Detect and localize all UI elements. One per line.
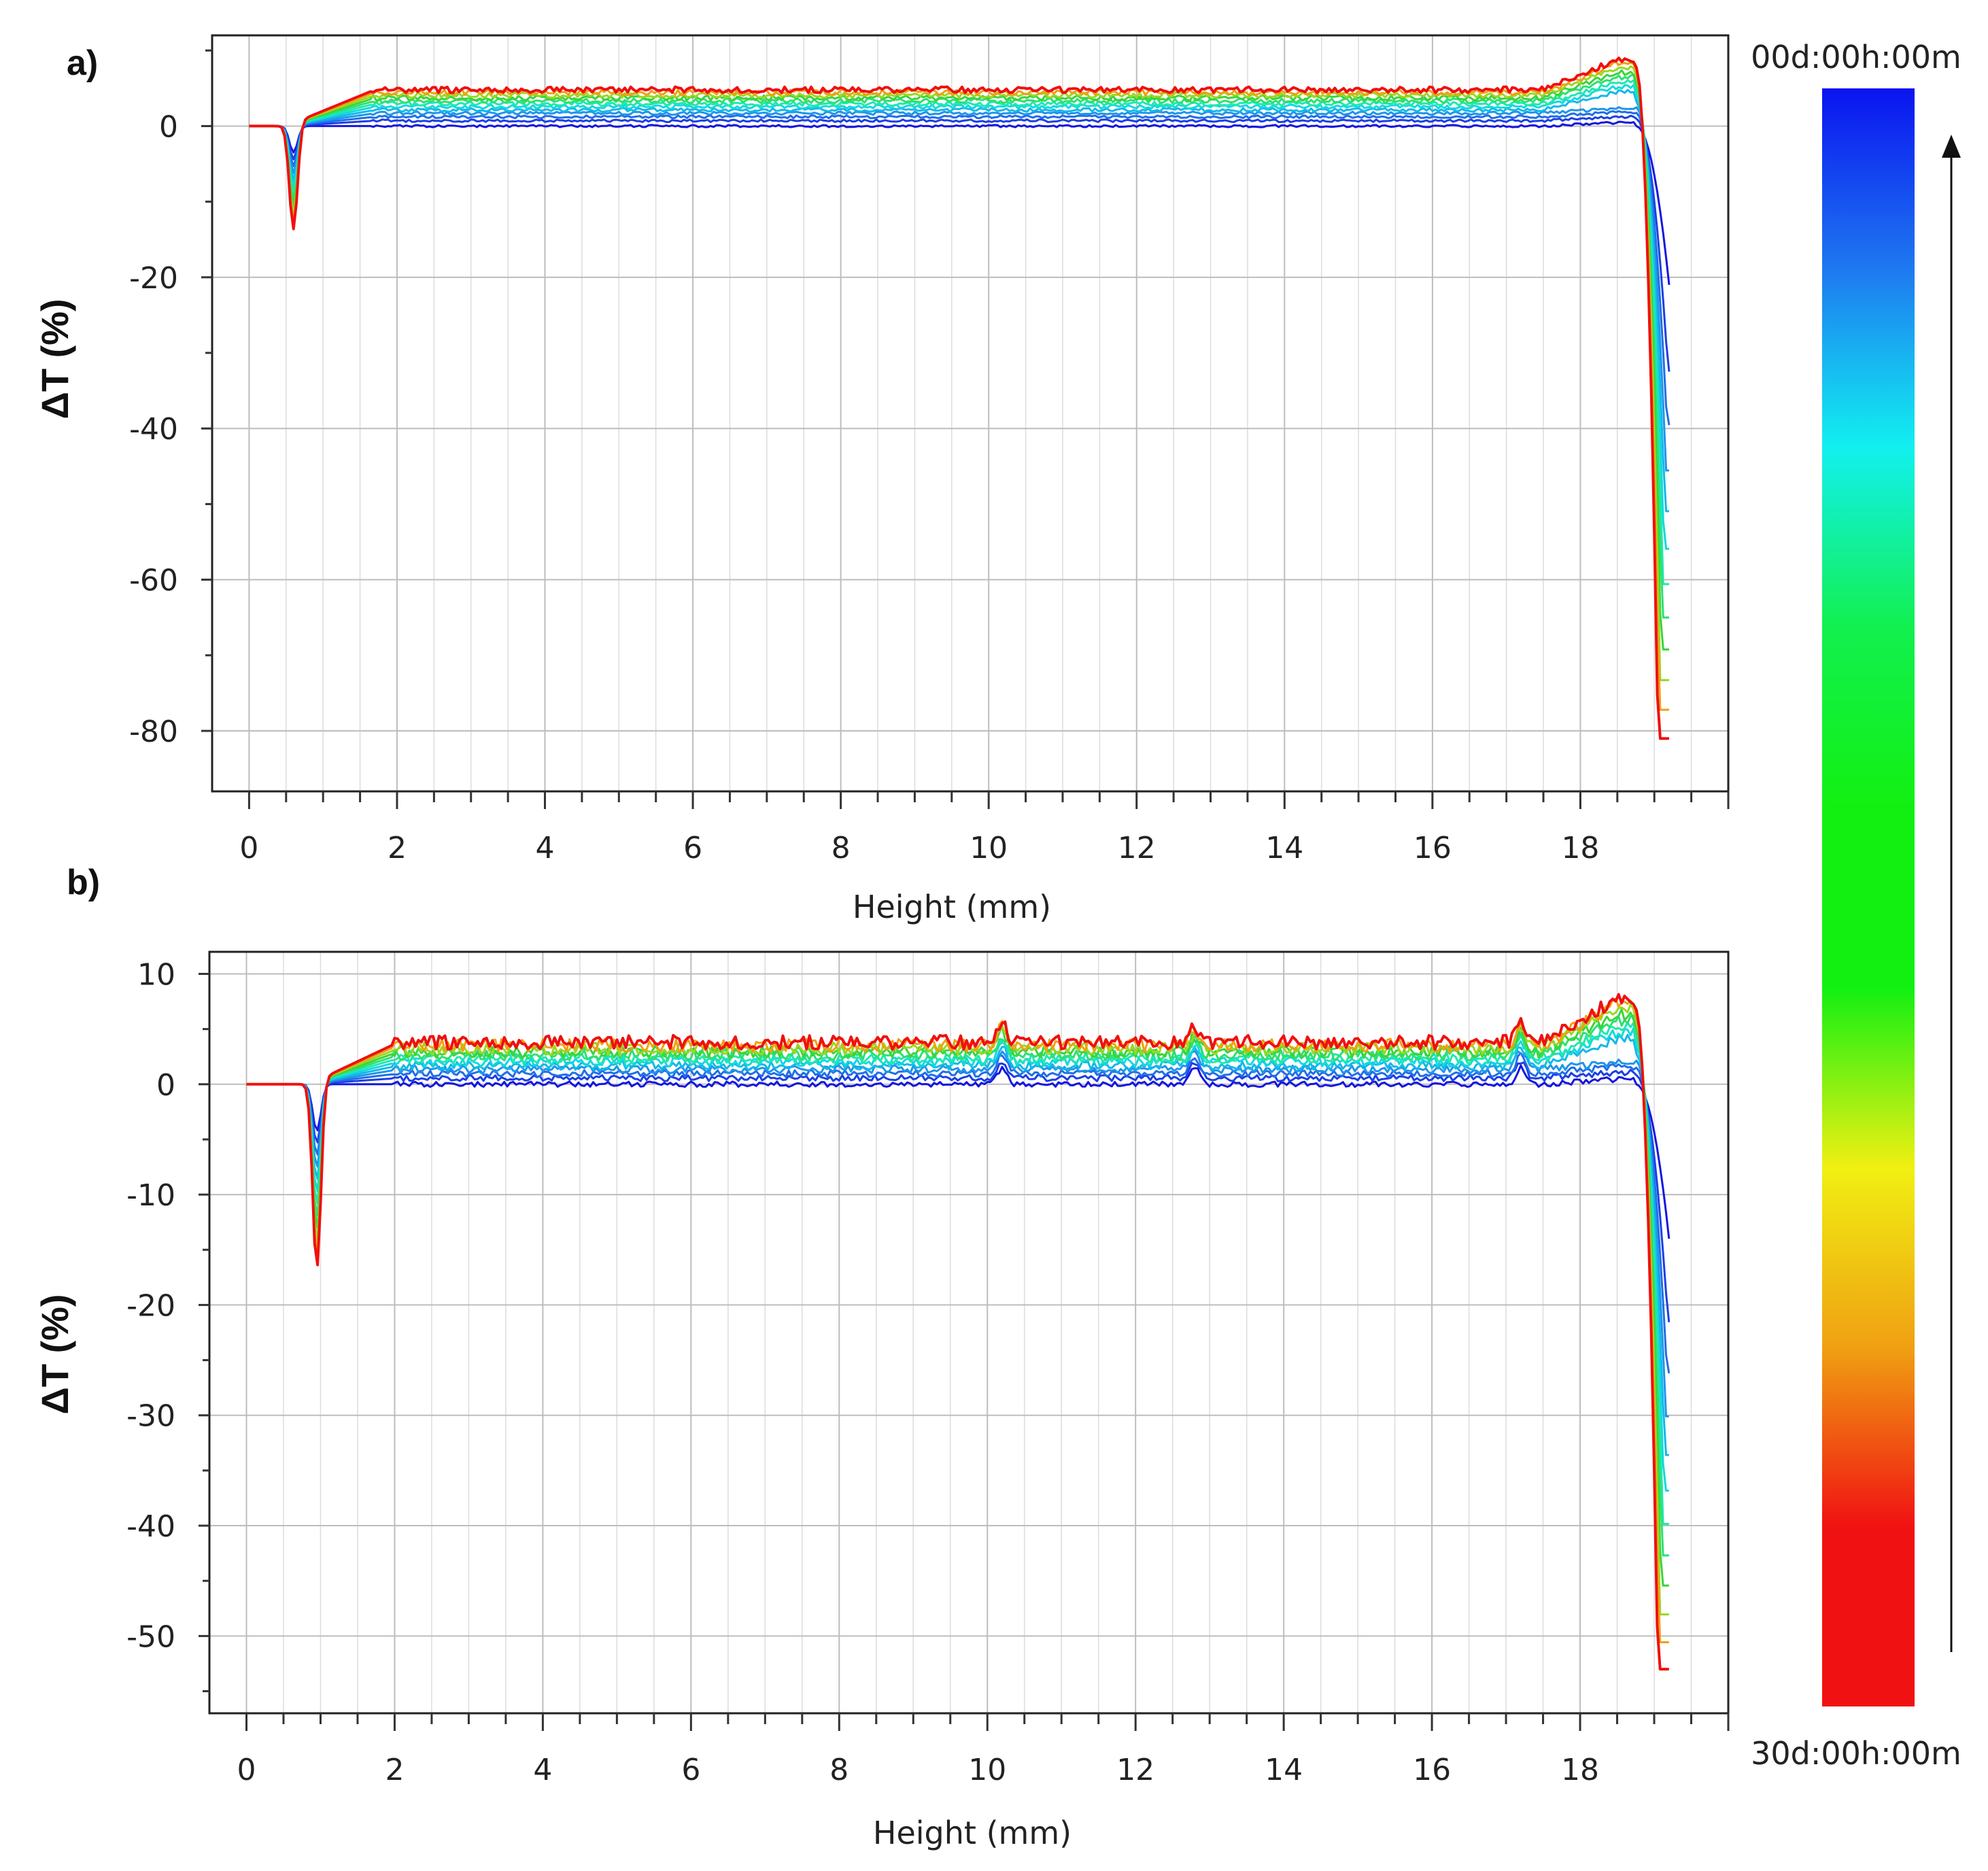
panel-b-frame bbox=[208, 950, 1730, 1715]
x-tick-label: 4 bbox=[533, 1753, 552, 1787]
colorbar-bottom-label: 30d:00h:00m bbox=[1751, 1735, 1961, 1772]
series-line bbox=[249, 74, 1669, 619]
y-tick-label: -20 bbox=[129, 261, 178, 296]
series-line bbox=[246, 1021, 1669, 1525]
panel-b-xlabel: Height (mm) bbox=[873, 1815, 1072, 1851]
y-tick-label: 0 bbox=[156, 1068, 175, 1103]
y-tick-label: -40 bbox=[126, 1509, 175, 1544]
x-tick-label: 12 bbox=[1116, 1753, 1154, 1787]
x-tick-label: 16 bbox=[1413, 1753, 1451, 1787]
series-line bbox=[249, 120, 1670, 286]
series-line bbox=[249, 79, 1669, 585]
x-tick-label: 8 bbox=[829, 1753, 849, 1787]
colorbar: 00d:00h:00m 30d:00h:00m bbox=[1751, 39, 1961, 1772]
x-tick-label: 2 bbox=[388, 831, 407, 865]
panel-b-ylabel: ΔT (%) bbox=[33, 1294, 76, 1414]
y-tick-label: -80 bbox=[129, 715, 178, 749]
series-line bbox=[249, 56, 1669, 740]
x-tick-label: 2 bbox=[385, 1753, 404, 1787]
colorbar-strip bbox=[1822, 88, 1915, 1706]
series-line bbox=[249, 106, 1669, 472]
y-tick-label: -50 bbox=[126, 1619, 175, 1654]
colorbar-arrow-head-icon bbox=[1942, 135, 1961, 158]
x-tick-label: 10 bbox=[968, 1753, 1006, 1787]
series-line bbox=[249, 88, 1669, 513]
y-tick-label: -30 bbox=[126, 1399, 175, 1434]
panel-a-ticks: 0 2 4 6 8 10 12 14 16 18 0 -20 -40 -60 -80 bbox=[129, 49, 1730, 865]
panel-a-series bbox=[249, 56, 1670, 740]
panel-a-ylabel: ΔT (%) bbox=[33, 298, 76, 419]
x-tick-label: 6 bbox=[683, 831, 702, 865]
y-tick-label: -40 bbox=[129, 412, 178, 447]
series-line bbox=[246, 993, 1669, 1671]
series-line bbox=[249, 114, 1670, 372]
series-line bbox=[249, 61, 1669, 711]
series-line bbox=[246, 1052, 1670, 1374]
series-line bbox=[246, 1008, 1669, 1587]
panel-a-xlabel: Height (mm) bbox=[853, 889, 1051, 925]
series-line bbox=[246, 997, 1669, 1643]
x-tick-label: 18 bbox=[1561, 831, 1599, 865]
series-line bbox=[246, 1003, 1669, 1616]
series-line bbox=[249, 110, 1670, 426]
x-tick-label: 0 bbox=[237, 1753, 256, 1787]
x-tick-label: 4 bbox=[536, 831, 555, 865]
x-tick-label: 0 bbox=[239, 831, 258, 865]
series-line bbox=[246, 1050, 1669, 1418]
x-tick-label: 14 bbox=[1265, 1753, 1303, 1787]
panel-b-series bbox=[246, 993, 1670, 1671]
y-tick-label: -10 bbox=[126, 1178, 175, 1213]
panel-a-frame bbox=[211, 34, 1730, 793]
y-tick-label: -60 bbox=[129, 564, 178, 598]
series-line bbox=[246, 1033, 1669, 1456]
series-line bbox=[249, 69, 1669, 651]
x-tick-label: 12 bbox=[1118, 831, 1156, 865]
panel-b-label: b) bbox=[67, 863, 100, 902]
series-line bbox=[249, 84, 1669, 550]
colorbar-top-label: 00d:00h:00m bbox=[1751, 39, 1961, 75]
x-tick-label: 8 bbox=[832, 831, 851, 865]
panel-b: b) 0 2 4 6 8 10 12 14 16 18 10 0 -10 -20 -30 -40 -50 ΔT … bbox=[33, 863, 1730, 1851]
series-line bbox=[246, 1014, 1669, 1557]
y-tick-label: 0 bbox=[159, 109, 178, 144]
y-tick-label: -20 bbox=[126, 1288, 175, 1323]
x-tick-label: 18 bbox=[1561, 1753, 1599, 1787]
panel-a: a) 0 2 4 6 8 10 12 14 16 18 0 -20 -40 -60 -80 ΔT (%) H… bbox=[33, 34, 1730, 925]
series-line bbox=[246, 1027, 1669, 1492]
y-tick-label: 10 bbox=[137, 957, 175, 992]
panel-a-grid bbox=[212, 35, 1729, 791]
series-line bbox=[249, 65, 1669, 681]
panel-a-label: a) bbox=[67, 44, 98, 83]
x-tick-label: 14 bbox=[1265, 831, 1303, 865]
series-line bbox=[246, 1064, 1670, 1239]
x-tick-label: 10 bbox=[970, 831, 1008, 865]
series-line bbox=[246, 1061, 1670, 1322]
x-tick-label: 6 bbox=[681, 1753, 700, 1787]
panel-b-ticks: 0 2 4 6 8 10 12 14 16 18 10 0 -10 -20 -30 -40 -50 bbox=[126, 957, 1730, 1787]
x-tick-label: 16 bbox=[1413, 831, 1452, 865]
